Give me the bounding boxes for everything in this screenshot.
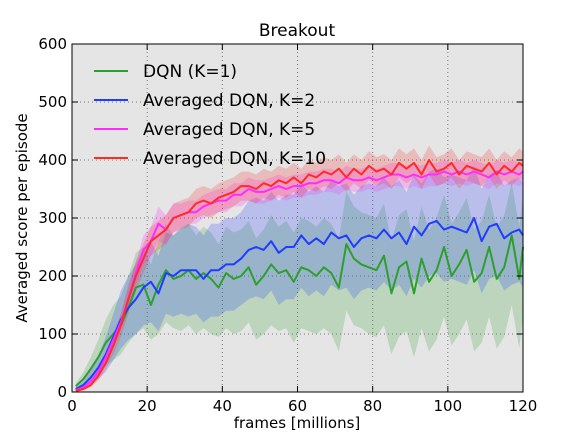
y-tick-label: 200 bbox=[38, 267, 67, 285]
plot-area-background bbox=[72, 44, 523, 392]
x-tick-label: 40 bbox=[213, 397, 232, 415]
x-tick-label: 0 bbox=[67, 397, 77, 415]
y-tick-label: 300 bbox=[38, 209, 67, 227]
series-line-1 bbox=[75, 234, 524, 387]
x-tick-label: 60 bbox=[288, 397, 307, 415]
legend-label-2: Averaged DQN, K=2 bbox=[143, 91, 315, 111]
confidence-band-series-3 bbox=[75, 160, 523, 391]
legend-label-4: Averaged DQN, K=10 bbox=[143, 149, 326, 169]
y-tick-label: 600 bbox=[38, 35, 67, 53]
x-tick-label: 80 bbox=[363, 397, 382, 415]
x-tick-label: 100 bbox=[434, 397, 463, 415]
chart-title: Breakout bbox=[259, 21, 336, 41]
legend-label-3: Averaged DQN, K=5 bbox=[143, 120, 315, 140]
x-tick-label: 120 bbox=[509, 397, 538, 415]
x-axis-label: frames [millions] bbox=[234, 414, 361, 432]
series-line-2 bbox=[75, 217, 524, 390]
x-tick-label: 20 bbox=[138, 397, 157, 415]
series-line-4 bbox=[75, 159, 524, 392]
legend-label-1: DQN (K=1) bbox=[143, 62, 237, 82]
y-tick-label: 0 bbox=[57, 383, 67, 401]
series-lines bbox=[75, 159, 524, 392]
y-axis-label: Averaged score per episode bbox=[13, 113, 31, 322]
y-tick-label: 500 bbox=[38, 93, 67, 111]
y-tick-label: 100 bbox=[38, 325, 67, 343]
y-tick-label: 400 bbox=[38, 151, 67, 169]
confidence-band-series-2 bbox=[75, 165, 523, 391]
axis-ticks: 0 20 40 60 80 100 120 0 100 200 300 400 500 600 bbox=[38, 35, 537, 415]
confidence-band-series-4 bbox=[75, 145, 523, 392]
legend: DQN (K=1) Averaged DQN, K=2 Averaged DQN, … bbox=[94, 62, 326, 169]
